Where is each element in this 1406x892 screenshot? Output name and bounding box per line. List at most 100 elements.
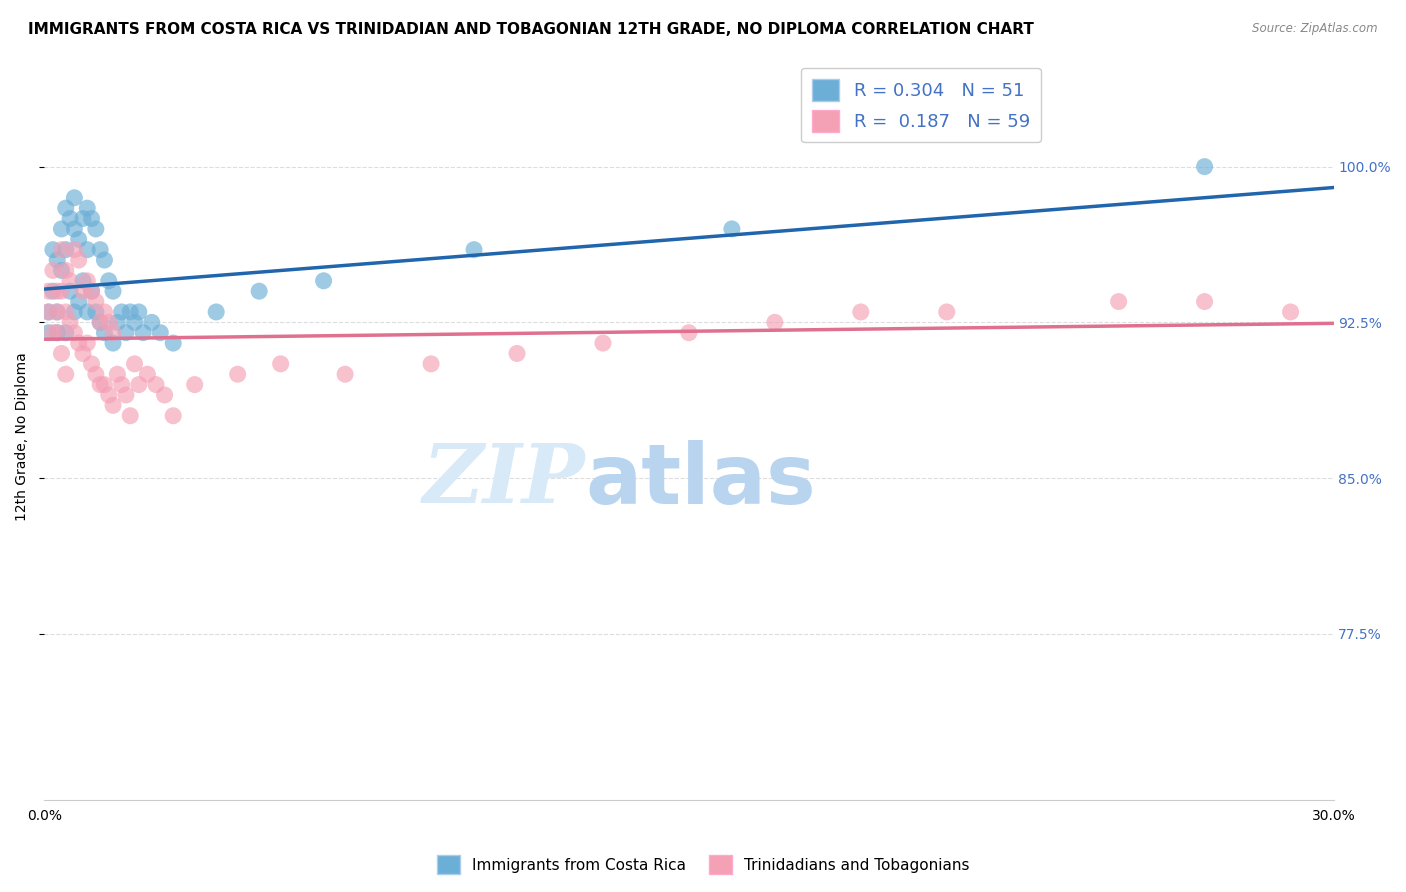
Point xyxy=(51,222,73,236)
Point xyxy=(72,274,94,288)
Point xyxy=(46,305,69,319)
Point xyxy=(59,211,82,226)
Point xyxy=(38,284,60,298)
Point xyxy=(124,357,146,371)
Point xyxy=(93,305,115,319)
Point xyxy=(84,305,107,319)
Point xyxy=(105,315,128,329)
Point xyxy=(42,326,65,340)
Point xyxy=(51,243,73,257)
Point xyxy=(46,326,69,340)
Point xyxy=(115,388,138,402)
Point xyxy=(63,305,86,319)
Point xyxy=(849,305,872,319)
Point xyxy=(84,222,107,236)
Point xyxy=(55,368,77,382)
Point xyxy=(55,201,77,215)
Point xyxy=(101,326,124,340)
Point xyxy=(72,284,94,298)
Point xyxy=(721,222,744,236)
Text: Source: ZipAtlas.com: Source: ZipAtlas.com xyxy=(1253,22,1378,36)
Legend: R = 0.304   N = 51, R =  0.187   N = 59: R = 0.304 N = 51, R = 0.187 N = 59 xyxy=(801,68,1040,143)
Point xyxy=(55,326,77,340)
Point xyxy=(141,315,163,329)
Point xyxy=(420,357,443,371)
Point xyxy=(46,253,69,268)
Text: IMMIGRANTS FROM COSTA RICA VS TRINIDADIAN AND TOBAGONIAN 12TH GRADE, NO DIPLOMA : IMMIGRANTS FROM COSTA RICA VS TRINIDADIA… xyxy=(28,22,1033,37)
Point xyxy=(72,346,94,360)
Point xyxy=(101,284,124,298)
Point xyxy=(145,377,167,392)
Point xyxy=(1279,305,1302,319)
Point xyxy=(226,368,249,382)
Point xyxy=(132,326,155,340)
Point xyxy=(128,305,150,319)
Point xyxy=(333,368,356,382)
Point xyxy=(115,326,138,340)
Point xyxy=(89,377,111,392)
Point xyxy=(80,284,103,298)
Point xyxy=(84,368,107,382)
Point xyxy=(80,284,103,298)
Point xyxy=(149,326,172,340)
Point xyxy=(72,211,94,226)
Point xyxy=(80,211,103,226)
Point xyxy=(76,201,98,215)
Point xyxy=(93,377,115,392)
Point xyxy=(162,336,184,351)
Point xyxy=(97,315,120,329)
Y-axis label: 12th Grade, No Diploma: 12th Grade, No Diploma xyxy=(15,352,30,521)
Point xyxy=(59,274,82,288)
Point xyxy=(76,243,98,257)
Point xyxy=(38,305,60,319)
Point xyxy=(38,326,60,340)
Point xyxy=(76,274,98,288)
Point xyxy=(76,336,98,351)
Point xyxy=(105,368,128,382)
Point xyxy=(247,284,270,298)
Point xyxy=(46,305,69,319)
Point xyxy=(93,253,115,268)
Point xyxy=(63,191,86,205)
Point xyxy=(101,336,124,351)
Point xyxy=(592,336,614,351)
Point xyxy=(55,305,77,319)
Point xyxy=(120,305,142,319)
Point xyxy=(312,274,335,288)
Point xyxy=(162,409,184,423)
Point xyxy=(97,274,120,288)
Point xyxy=(97,388,120,402)
Point xyxy=(111,305,134,319)
Point xyxy=(136,368,159,382)
Point xyxy=(46,284,69,298)
Point xyxy=(463,243,485,257)
Point xyxy=(63,243,86,257)
Point xyxy=(80,357,103,371)
Point xyxy=(63,326,86,340)
Point xyxy=(101,398,124,412)
Point xyxy=(270,357,292,371)
Point xyxy=(1194,294,1216,309)
Point xyxy=(120,409,142,423)
Point xyxy=(42,284,65,298)
Point xyxy=(124,315,146,329)
Point xyxy=(67,294,90,309)
Point xyxy=(38,305,60,319)
Legend: Immigrants from Costa Rica, Trinidadians and Tobagonians: Immigrants from Costa Rica, Trinidadians… xyxy=(430,849,976,880)
Point xyxy=(153,388,176,402)
Point xyxy=(89,315,111,329)
Point xyxy=(93,326,115,340)
Point xyxy=(46,326,69,340)
Point xyxy=(55,243,77,257)
Point xyxy=(183,377,205,392)
Point xyxy=(76,305,98,319)
Point xyxy=(205,305,228,319)
Point xyxy=(51,284,73,298)
Point xyxy=(89,315,111,329)
Point xyxy=(51,346,73,360)
Point xyxy=(42,243,65,257)
Point xyxy=(1194,160,1216,174)
Point xyxy=(935,305,957,319)
Point xyxy=(55,263,77,277)
Point xyxy=(763,315,786,329)
